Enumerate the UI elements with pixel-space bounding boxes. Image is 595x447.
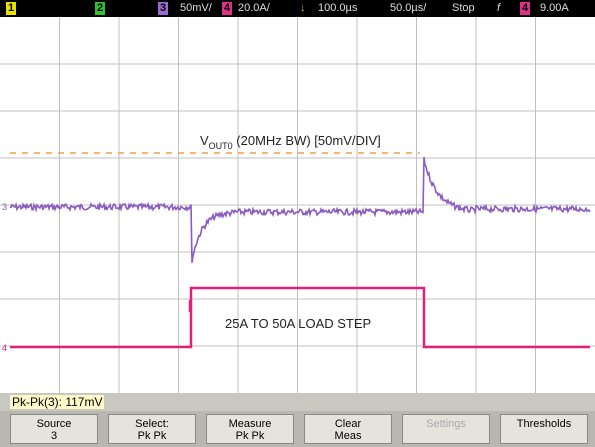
vout-label: VOUT0 (20MHz BW) [50mV/DIV] — [200, 133, 381, 151]
softkey[interactable]: Thresholds — [500, 414, 588, 444]
waveform-display: VOUT0 (20MHz BW) [50mV/DIV] 25A TO 50A L… — [0, 17, 595, 393]
ch3-marker: 3 — [2, 202, 7, 212]
softkey-label: 3 — [11, 430, 97, 442]
run-state: Stop — [452, 2, 475, 15]
vout-prefix: V — [200, 133, 209, 148]
softkey-label: Pk Pk — [207, 430, 293, 442]
softkey-label: Meas — [305, 430, 391, 442]
softkey-label: Pk Pk — [109, 430, 195, 442]
softkey-label: Measure — [207, 418, 293, 430]
ch4-marker: 4 — [2, 343, 7, 353]
channel-label: 1 — [6, 2, 16, 15]
vout-rest: (20MHz BW) [50mV/DIV] — [233, 133, 381, 148]
measurement: Pk-Pk(3): 117mV — [10, 395, 104, 409]
softkey-label: Thresholds — [501, 418, 587, 430]
delay-icon: ↓ — [300, 2, 306, 15]
load-step-label: 25A TO 50A LOAD STEP — [225, 316, 371, 331]
softkey-label: Clear — [305, 418, 391, 430]
ch4-scale: 20.0A/ — [238, 2, 270, 15]
vout-subscript: OUT0 — [209, 141, 233, 151]
timebase: 50.0µs/ — [390, 2, 426, 15]
softkey-label: Select: — [109, 418, 195, 430]
scope-screen: 1 2 3 50mV/ 4 20.0A/ ↓ 100.0µs 50.0µs/ S… — [0, 0, 595, 447]
softkey[interactable]: Select:Pk Pk — [108, 414, 196, 444]
ch3-scale: 50mV/ — [180, 2, 212, 15]
delay: 100.0µs — [318, 2, 357, 15]
channel-label: 3 — [158, 2, 168, 15]
channel-label: 4 — [222, 2, 232, 15]
measurement-bar: Pk-Pk(3): 117mV — [0, 393, 595, 411]
softkey-label: Source — [11, 418, 97, 430]
softkey-label: Settings — [403, 418, 489, 430]
trigger-slope: f — [497, 2, 500, 15]
trigger-level: 9.00A — [540, 2, 569, 15]
ch3-waveform — [10, 157, 590, 263]
channel-label: 2 — [95, 2, 105, 15]
status-bar: 1 2 3 50mV/ 4 20.0A/ ↓ 100.0µs 50.0µs/ S… — [0, 0, 595, 17]
grid — [0, 17, 595, 393]
softkey[interactable]: Settings — [402, 414, 490, 444]
page: {"status_bar": {"channel_1": "1", "chann… — [0, 0, 595, 447]
channel-label: 4 — [520, 2, 530, 15]
